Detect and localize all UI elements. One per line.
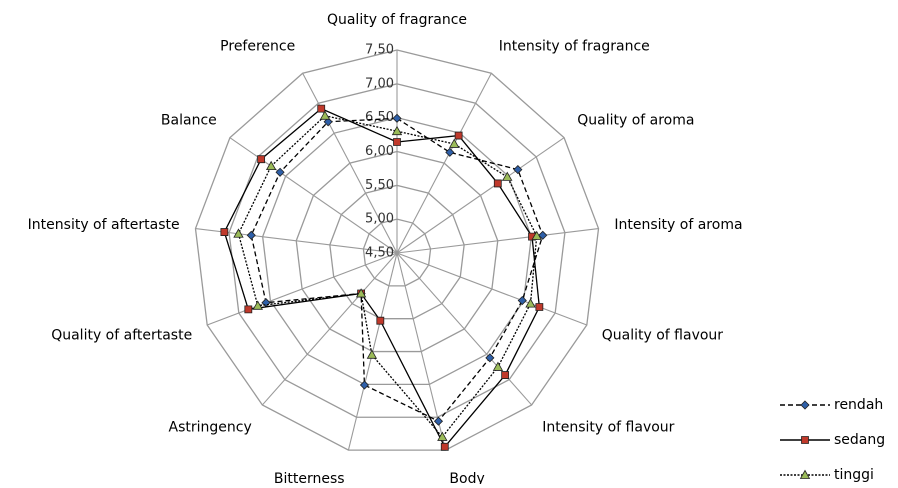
legend-item: sedang	[780, 432, 885, 448]
series-marker	[445, 147, 455, 157]
series-marker	[244, 305, 253, 314]
series-marker	[220, 228, 229, 236]
series-marker	[252, 300, 263, 310]
r-tick-label: 6,50	[365, 110, 394, 125]
series-marker	[485, 353, 495, 363]
series-marker	[493, 179, 502, 188]
spoke	[396, 72, 492, 254]
spoke	[206, 252, 398, 326]
series-marker	[366, 349, 378, 359]
axis-label: Intensity of flavour	[542, 419, 674, 435]
axis-label: Quality of aroma	[577, 113, 694, 129]
axis-label: Body	[449, 471, 484, 484]
series-marker	[525, 298, 536, 308]
series-marker	[531, 230, 542, 240]
grid-ring	[329, 184, 465, 320]
series-marker	[323, 117, 333, 127]
spoke	[195, 227, 398, 254]
series-line	[250, 117, 544, 423]
grid-ring	[362, 218, 432, 287]
series-line	[223, 107, 541, 448]
r-tick-label: 7,50	[365, 43, 394, 58]
grid-ring	[228, 83, 566, 418]
legend-label: rendah	[834, 397, 883, 413]
spoke	[261, 252, 398, 406]
axis-label: Intensity of fragrance	[499, 39, 650, 55]
spoke	[396, 137, 565, 254]
spoke	[396, 252, 588, 326]
legend-label: tinggi	[834, 467, 874, 483]
series-marker	[317, 104, 326, 113]
series-marker	[391, 125, 403, 136]
series-marker	[433, 416, 444, 426]
series-marker	[319, 110, 331, 120]
series-marker	[233, 228, 244, 238]
spoke	[396, 252, 533, 406]
series-marker	[440, 442, 449, 451]
legend-marker	[801, 436, 809, 444]
r-tick-label: 4,50	[365, 246, 394, 261]
axis-label: Bitterness	[274, 471, 345, 484]
spoke	[396, 227, 599, 254]
axis-label: Quality of aftertaste	[51, 328, 192, 344]
axis-label: Quality of fragrance	[327, 12, 467, 28]
legend-item: tinggi	[780, 467, 874, 483]
axis-label: Intensity of aroma	[614, 217, 742, 233]
axis-label: Preference	[220, 39, 295, 55]
series-marker	[261, 298, 271, 308]
series-marker	[492, 361, 504, 371]
axis-label: Astringency	[169, 419, 252, 435]
spoke	[302, 72, 398, 254]
series-marker	[437, 431, 448, 441]
series-marker	[355, 288, 367, 298]
series-marker	[393, 138, 401, 146]
series-marker	[535, 303, 544, 311]
series-marker	[538, 230, 548, 240]
r-tick-label: 5,50	[365, 178, 394, 193]
spoke	[396, 252, 447, 451]
r-tick-label: 7,00	[365, 76, 394, 91]
legend-label: sedang	[834, 432, 885, 448]
legend-marker	[799, 469, 811, 479]
legend-item: rendah	[780, 397, 883, 413]
series-marker	[246, 230, 256, 240]
r-tick-label: 5,00	[365, 212, 394, 227]
axis-label: Balance	[161, 113, 217, 129]
legend-marker	[800, 400, 810, 410]
axis-label: Quality of flavour	[602, 328, 724, 344]
grid-ring	[194, 49, 600, 451]
axis-label: Intensity of aftertaste	[28, 217, 180, 233]
series-marker	[501, 371, 510, 379]
r-tick-label: 6,00	[365, 144, 394, 159]
series-marker	[275, 167, 285, 177]
series-marker	[502, 171, 513, 181]
series-line	[237, 115, 538, 438]
series-marker	[265, 160, 277, 171]
series-marker	[454, 131, 463, 140]
series-marker	[392, 113, 402, 123]
series-marker	[513, 165, 523, 175]
grid-ring	[295, 150, 499, 353]
series-marker	[376, 316, 385, 325]
grid-ring	[261, 116, 533, 386]
series-marker	[517, 295, 527, 306]
series-marker	[449, 138, 460, 148]
series-marker	[257, 155, 266, 164]
series-marker	[359, 380, 370, 390]
